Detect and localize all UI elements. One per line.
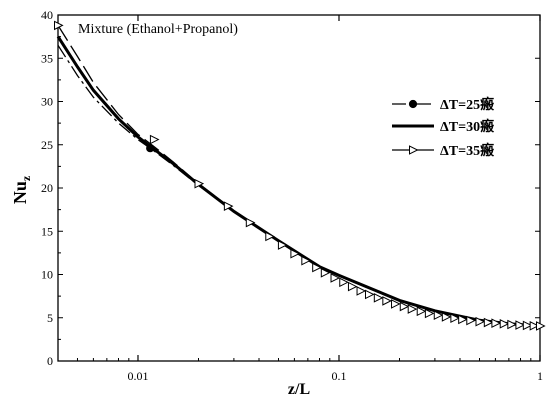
series-3-line [57,25,541,327]
series-3-point [194,178,205,189]
series-3-point [407,304,418,314]
x-axis-label: z/L [288,381,310,398]
series-3-point [149,134,160,145]
series-3-point [399,301,410,312]
series-1-line [57,44,541,327]
series-3-point [536,321,546,331]
series-3-point [441,312,452,322]
x-axis-ticks: 0.01 0.1 1 [57,15,543,383]
series-3-point [433,310,444,320]
y-tick-label: 25 [41,138,53,152]
series-3-point [347,281,358,292]
y-axis-label-main: Nu [10,181,30,204]
series-3-point [458,314,468,325]
series-1 [57,44,541,327]
y-tick-label: 35 [41,51,53,65]
x-tick-label: 0.1 [331,369,346,383]
series-2 [56,35,541,328]
x-tick-label: 0.01 [127,369,148,383]
x-tick-label: 1 [537,369,543,383]
series-3-point [529,320,540,331]
series-3-point [277,240,288,250]
y-tick-label: 0 [47,354,53,368]
series-3-point [339,277,349,288]
series-3-point [330,273,341,283]
legend-swatch-marker [408,99,418,109]
series-3-point [450,313,460,323]
y-tick-label: 5 [47,311,53,325]
series-3-point [507,319,517,330]
series-3-point [245,217,256,228]
series-2-line [56,35,541,328]
series-3-point [466,315,476,326]
y-axis-ticks: 0 5 10 15 20 25 30 35 40 [41,8,540,368]
series-3-point [373,293,384,303]
series-3-point [483,317,494,328]
series-3-point [290,248,301,259]
series-3 [54,20,546,331]
legend: ΔT=25瘢 ΔT=30瘢 ΔT=35瘢 [392,96,495,159]
series-3-point [54,20,64,31]
series-3-point [301,255,311,266]
series-layer [54,20,546,331]
series-3-point [382,296,392,306]
series-3-point [499,318,510,329]
series-3-point [312,262,322,273]
series-3-point [475,316,486,327]
legend-label: ΔT=25瘢 [440,96,495,113]
series-3-point [424,308,435,319]
series-3-point [265,231,275,242]
y-tick-label: 15 [41,224,53,238]
series-3-point [320,267,331,278]
series-3-point [391,299,401,309]
plot-frame [57,14,541,362]
series-3-point [364,289,375,300]
legend-label: ΔT=35瘢 [440,142,495,159]
y-axis-label: Nuz [10,175,33,204]
y-axis-label-subscript: z [19,175,33,181]
y-tick-label: 30 [41,95,53,109]
y-tick-label: 20 [41,181,53,195]
legend-swatch-marker [409,145,419,155]
chart-annotation: Mixture (Ethanol+Propanol) [78,22,238,37]
series-3-point [522,320,533,331]
y-tick-label: 10 [41,268,53,282]
series-3-point [223,201,234,211]
series-3-point [356,286,367,296]
series-3-point [416,306,427,317]
legend-label: ΔT=30瘢 [440,118,495,135]
series-3-point [491,318,502,329]
y-tick-label: 40 [41,8,53,22]
series-3-point [515,320,526,330]
